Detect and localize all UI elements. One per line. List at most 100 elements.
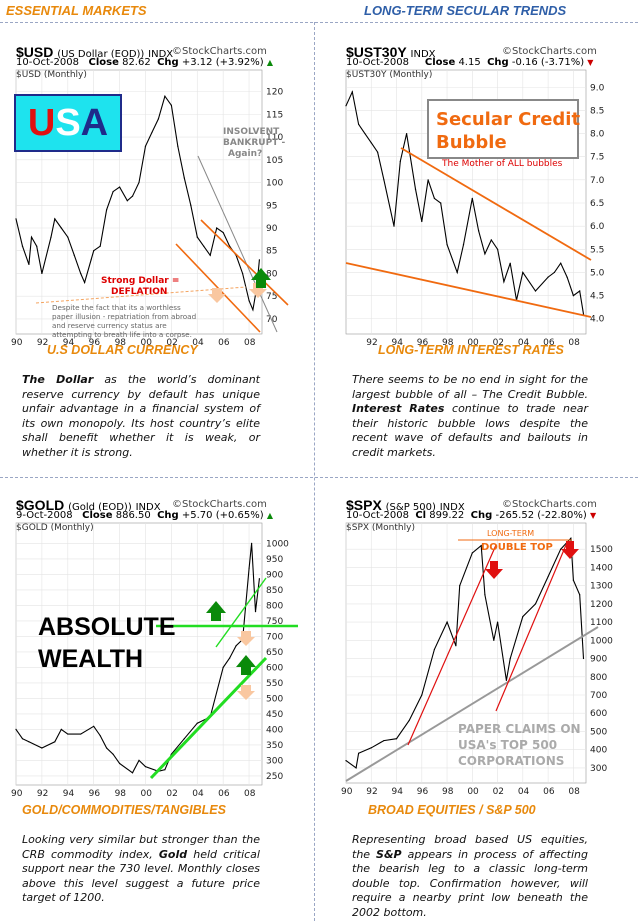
data-point — [408, 719, 410, 722]
x-tick-label: 02 — [493, 338, 504, 348]
quote-date: 10-Oct-2008 — [346, 510, 409, 521]
trendline — [345, 262, 592, 318]
inner-label: $SPX (Monthly) — [346, 523, 415, 533]
header-right: LONG-TERM SECULAR TRENDS — [364, 3, 567, 18]
x-tick-label: 04 — [518, 338, 530, 348]
x-tick-label: 06 — [218, 789, 230, 799]
data-point — [345, 105, 347, 107]
data-point — [28, 263, 30, 265]
x-tick-label: 08 — [568, 338, 580, 348]
y-tick-label: 350 — [266, 741, 283, 751]
y-tick-label: 1200 — [590, 600, 613, 610]
chg-label: Chg — [470, 510, 493, 521]
x-tick-label: 90 — [11, 789, 23, 799]
data-point — [480, 544, 482, 547]
data-point — [118, 762, 121, 765]
y-tick-label: 800 — [266, 601, 283, 611]
data-point — [112, 753, 114, 755]
annotation-big: WEALTH — [38, 645, 143, 673]
data-point — [60, 728, 62, 730]
data-point — [248, 567, 250, 569]
caption-usd: U.S DOLLAR CURRENCY — [47, 343, 198, 357]
data-point — [414, 188, 417, 190]
data-point — [15, 218, 17, 220]
y-tick-label: 950 — [266, 555, 283, 565]
data-point — [522, 271, 524, 274]
data-point — [99, 245, 101, 247]
stockcharts-logo: ©StockCharts.com — [172, 46, 267, 57]
data-point — [383, 179, 385, 181]
data-point — [553, 271, 556, 274]
y-tick-label: 5.5 — [590, 245, 604, 255]
quote-date: 10-Oct-2008 — [16, 57, 79, 68]
data-point — [84, 281, 86, 284]
up-arrow-icon — [206, 601, 226, 621]
y-tick-label: 500 — [590, 727, 607, 737]
x-tick-label: 96 — [417, 787, 429, 797]
x-tick-label: 04 — [192, 338, 204, 348]
data-point — [478, 230, 480, 232]
data-point — [54, 741, 56, 743]
divider — [314, 22, 315, 921]
price-line — [15, 94, 260, 312]
data-point — [509, 657, 511, 660]
y-tick-label: 4.5 — [590, 292, 604, 302]
divider — [0, 22, 638, 23]
data-point — [138, 181, 140, 184]
data-point — [572, 579, 574, 581]
data-point — [364, 132, 366, 135]
inner-label: $USD (Monthly) — [16, 70, 87, 80]
data-point — [566, 276, 568, 278]
data-point — [427, 179, 429, 181]
data-point — [383, 739, 385, 742]
x-tick-label: 04 — [518, 787, 530, 797]
spx-chart: 300 400 500 600 700 800 900 1000 1100 1200 1300 140… — [341, 522, 613, 797]
quote-date: 9-Oct-2008 — [16, 510, 73, 521]
annotation-strong: Strong Dollar = — [101, 276, 179, 286]
data-point — [209, 254, 211, 256]
exchange: INDX — [410, 49, 436, 60]
x-tick-label: 92 — [37, 338, 48, 348]
data-point — [106, 747, 108, 749]
data-point — [241, 272, 244, 275]
annotation-lt: LONG-TERM — [487, 529, 534, 538]
x-tick-label: 08 — [244, 338, 256, 348]
y-tick-label: 750 — [266, 617, 283, 627]
data-point — [579, 594, 581, 596]
data-point — [351, 91, 353, 93]
x-tick-label: 90 — [11, 338, 23, 348]
data-point — [41, 272, 43, 275]
data-point — [355, 767, 357, 769]
y-tick-label: 450 — [266, 710, 283, 720]
x-tick-label: 06 — [543, 338, 555, 348]
x-tick-label: 08 — [568, 787, 580, 797]
trendline — [400, 147, 592, 261]
data-point — [131, 195, 134, 197]
data-point — [560, 548, 562, 550]
data-point — [93, 725, 95, 727]
data-point — [196, 722, 198, 724]
data-point — [60, 227, 62, 229]
close-label: Close — [424, 57, 456, 68]
desc-spx: Representing broad based US equities, th… — [352, 833, 588, 919]
x-tick-label: 04 — [192, 789, 204, 799]
data-point — [395, 738, 398, 740]
trendline — [345, 626, 599, 782]
close-label: Close — [82, 510, 113, 521]
y-tick-label: 700 — [590, 691, 607, 701]
chart-title: $UST30Y INDX — [346, 44, 436, 60]
data-point — [73, 254, 75, 256]
x-tick-label: 92 — [366, 787, 377, 797]
data-point — [358, 752, 360, 754]
close-value: 82.62 — [122, 57, 151, 68]
data-point — [170, 104, 172, 106]
data-point — [203, 245, 205, 247]
data-point — [560, 262, 562, 264]
data-point — [99, 735, 101, 737]
data-point — [534, 290, 537, 292]
y-tick-label: 400 — [590, 746, 607, 756]
data-point — [471, 197, 473, 199]
channel-line — [200, 219, 289, 306]
data-point — [164, 95, 166, 97]
data-point — [376, 151, 379, 153]
